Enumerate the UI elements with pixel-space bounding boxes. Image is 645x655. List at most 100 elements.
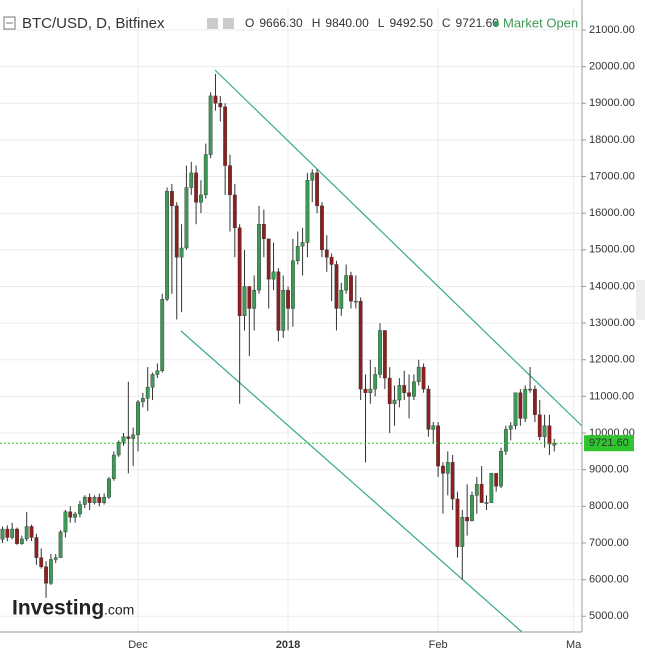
grid — [0, 8, 582, 632]
candle-body — [213, 95, 218, 104]
candle-body — [368, 388, 373, 393]
collapse-icon[interactable] — [3, 16, 16, 30]
x-tick-label: Feb — [429, 639, 448, 651]
candle-body — [179, 247, 184, 258]
y-tick-label: 16000.00 — [589, 207, 635, 219]
y-tick-label: 20000.00 — [589, 61, 635, 73]
candle-body — [324, 249, 329, 258]
candle-body — [237, 227, 242, 316]
header-values: O 9666.30 H 9840.00 L 9492.50 C 9721.60 — [245, 16, 499, 30]
ohlc-value: 9840.00 — [325, 16, 369, 30]
candle-body — [53, 557, 58, 560]
candle-body — [174, 205, 179, 258]
candle-body — [116, 441, 121, 456]
candle-body — [121, 436, 126, 443]
candle-body — [184, 187, 189, 249]
y-tick-label: 18000.00 — [589, 134, 635, 146]
y-tick-label: 15000.00 — [589, 244, 635, 256]
ohlc-key: H — [312, 16, 321, 30]
candle-body — [189, 172, 194, 188]
candle-body — [465, 517, 470, 522]
trend-lines — [180, 69, 583, 633]
ohlc-key: O — [245, 16, 254, 30]
settings-icon[interactable] — [223, 18, 234, 29]
candle-body — [378, 330, 382, 375]
candle-body — [44, 566, 48, 584]
candle-body — [542, 425, 547, 437]
y-tick-label: 11000.00 — [589, 390, 634, 402]
candle-body — [518, 392, 523, 419]
scrollbar[interactable] — [636, 280, 645, 320]
candle-body — [552, 443, 557, 446]
candle-body — [0, 528, 5, 540]
ohlc-value: 9666.30 — [259, 16, 303, 30]
candle-body — [416, 366, 421, 382]
candle-body — [286, 289, 290, 309]
candle-body — [358, 300, 363, 390]
candle-body — [489, 473, 494, 503]
last-price-label: 9721.60 — [589, 437, 629, 449]
candle-body — [291, 260, 295, 309]
candle-body — [15, 528, 19, 544]
candle-body — [421, 366, 426, 390]
candle-body — [474, 484, 479, 496]
candle-body — [445, 462, 450, 474]
candle-body — [155, 370, 160, 375]
candle-body — [223, 106, 228, 166]
candle-body — [363, 388, 368, 393]
watermark-suffix: .com — [104, 602, 134, 618]
candle-body — [68, 511, 73, 518]
candle-body — [261, 223, 266, 240]
y-tick-label: 8000.00 — [589, 500, 629, 512]
candle-body — [450, 462, 455, 500]
candle-body — [523, 388, 528, 419]
candle-body — [5, 528, 10, 538]
candle-body — [407, 392, 411, 397]
candle-body — [315, 172, 319, 207]
candle-body — [208, 95, 213, 155]
y-tick-label: 9000.00 — [589, 464, 629, 476]
candle-body — [140, 398, 145, 403]
candle-body — [63, 511, 68, 533]
ohlc-value: 9721.60 — [456, 16, 500, 30]
candle-body — [460, 517, 465, 547]
candle-body — [349, 275, 353, 302]
ohlc-key: L — [378, 16, 385, 30]
candle-body — [382, 330, 387, 379]
candle-body — [402, 385, 407, 393]
candle-body — [305, 180, 310, 243]
candle-body — [320, 205, 324, 251]
candle-body — [247, 286, 252, 309]
candle-body — [484, 502, 489, 504]
status-dot — [493, 21, 499, 27]
candle-body — [479, 484, 484, 503]
candle-body — [131, 434, 136, 439]
candle-body — [199, 194, 203, 203]
settings-icon[interactable] — [207, 18, 218, 29]
upper-trend-line — [214, 69, 583, 427]
x-tick-label: Dec — [128, 639, 148, 651]
candle-body — [232, 194, 237, 229]
candle-body — [19, 538, 24, 544]
overlay: 5000.006000.007000.008000.009000.0010000… — [0, 24, 635, 651]
candle-body — [242, 286, 247, 316]
candle-body — [39, 557, 44, 567]
candle-body — [136, 401, 140, 436]
candle-body — [470, 495, 474, 522]
candle-body — [218, 103, 223, 108]
candle-body — [73, 513, 78, 518]
y-tick-label: 19000.00 — [589, 97, 635, 109]
candle-body — [24, 526, 29, 540]
candle-body — [10, 528, 15, 538]
candle-body — [431, 425, 436, 430]
candle-body — [373, 374, 378, 390]
y-tick-label: 13000.00 — [589, 317, 635, 329]
candle-body — [329, 256, 334, 265]
candle-body — [160, 299, 165, 371]
candle-body — [276, 271, 281, 331]
candle-body — [34, 537, 39, 558]
ohlc-key: C — [442, 16, 451, 30]
lower-trend-line — [180, 330, 523, 633]
candle-body — [203, 154, 208, 196]
